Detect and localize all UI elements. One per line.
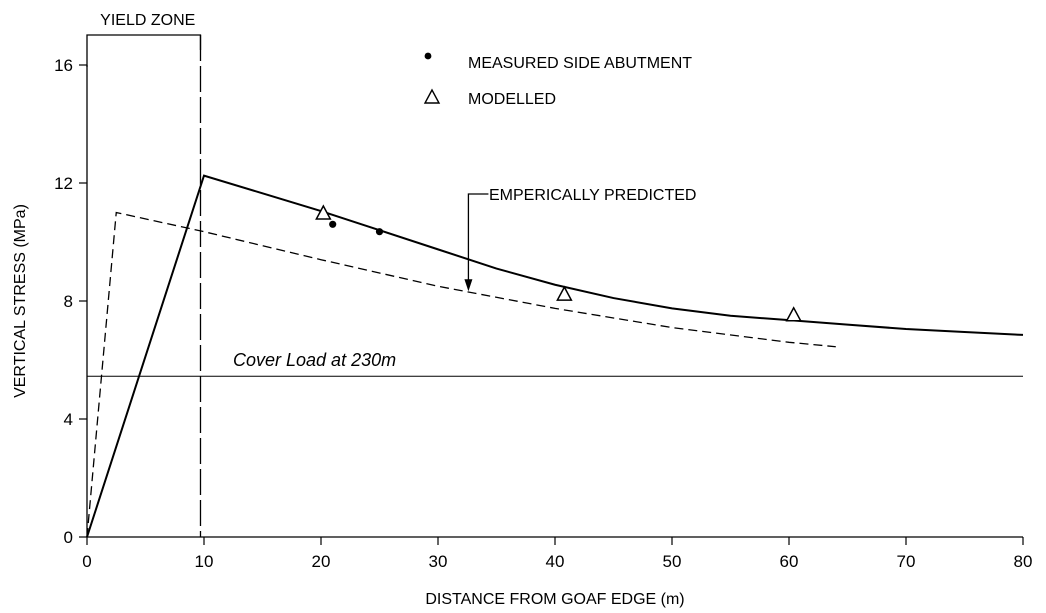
y-tick-label: 12	[54, 174, 73, 193]
yield-zone-label: YIELD ZONE	[100, 12, 195, 29]
y-ticks: 0 4 8 12 16	[54, 56, 87, 547]
x-axis-title: DISTANCE FROM GOAF EDGE (m)	[425, 591, 684, 608]
axes	[86, 65, 1023, 538]
legend: MEASURED SIDE ABUTMENT MODELLED	[423, 52, 692, 108]
empirical-prediction-line	[86, 211, 836, 538]
y-tick-label: 0	[64, 528, 73, 547]
legend-item-modelled: MODELLED	[423, 88, 556, 108]
x-tick-label: 20	[312, 552, 331, 571]
empirical-arrow-line	[467, 193, 489, 288]
y-tick-label: 8	[64, 292, 73, 311]
measured-point	[329, 220, 337, 228]
modelled-point	[315, 204, 332, 220]
annotations: YIELD ZONE EMPERICALLY PREDICTED	[86, 12, 696, 292]
filled-circle-icon	[424, 52, 432, 60]
x-tick-label: 0	[82, 552, 91, 571]
measured-point	[375, 228, 384, 236]
y-tick-label: 16	[54, 56, 73, 75]
x-tick-label: 80	[1014, 552, 1033, 571]
x-tick-label: 50	[663, 552, 682, 571]
series-lines	[86, 174, 1024, 538]
legend-label-measured: MEASURED SIDE ABUTMENT	[468, 55, 692, 72]
modelled-point	[556, 285, 573, 301]
empirical-label: EMPERICALLY PREDICTED	[489, 187, 696, 204]
cover-load-label: Cover Load at 230m	[233, 350, 396, 370]
yield-zone-bracket	[86, 34, 202, 67]
empirical-arrowhead	[464, 279, 473, 292]
x-tick-label: 60	[780, 552, 799, 571]
open-triangle-icon	[423, 88, 441, 104]
modelled-point	[785, 306, 802, 322]
data-markers	[315, 204, 802, 322]
x-tick-label: 10	[195, 552, 214, 571]
y-axis-title: VERTICAL STRESS (MPa)	[12, 204, 29, 398]
legend-label-modelled: MODELLED	[468, 91, 556, 108]
y-tick-label: 4	[64, 410, 73, 429]
legend-item-measured: MEASURED SIDE ABUTMENT	[424, 52, 692, 72]
reference-lines: Cover Load at 230m	[87, 35, 1023, 537]
x-tick-label: 30	[429, 552, 448, 571]
x-tick-label: 40	[546, 552, 565, 571]
abutment-stress-line	[86, 174, 1024, 538]
x-ticks: 0 10 20 30 40 50 60 70 80	[82, 537, 1032, 571]
x-tick-label: 70	[897, 552, 916, 571]
